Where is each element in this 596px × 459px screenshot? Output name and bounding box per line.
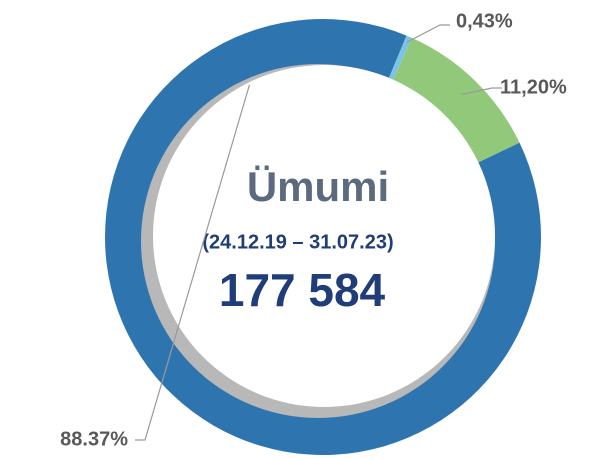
inner-circle: [153, 65, 495, 407]
value-label: 0,43%: [456, 10, 513, 32]
leader-line: [461, 87, 502, 95]
value-label: 11,20%: [500, 76, 567, 98]
slice: [384, 35, 412, 91]
center-total: 177 584: [219, 264, 386, 316]
value-label: 88.37%: [60, 428, 128, 450]
leader-line: [406, 24, 450, 43]
slices: [104, 18, 541, 455]
leader-line: [135, 84, 251, 441]
center-title: Ümumi: [247, 163, 389, 210]
center-subtitle: (24.12.19 – 31.07.23): [202, 231, 393, 253]
slice: [388, 37, 520, 168]
